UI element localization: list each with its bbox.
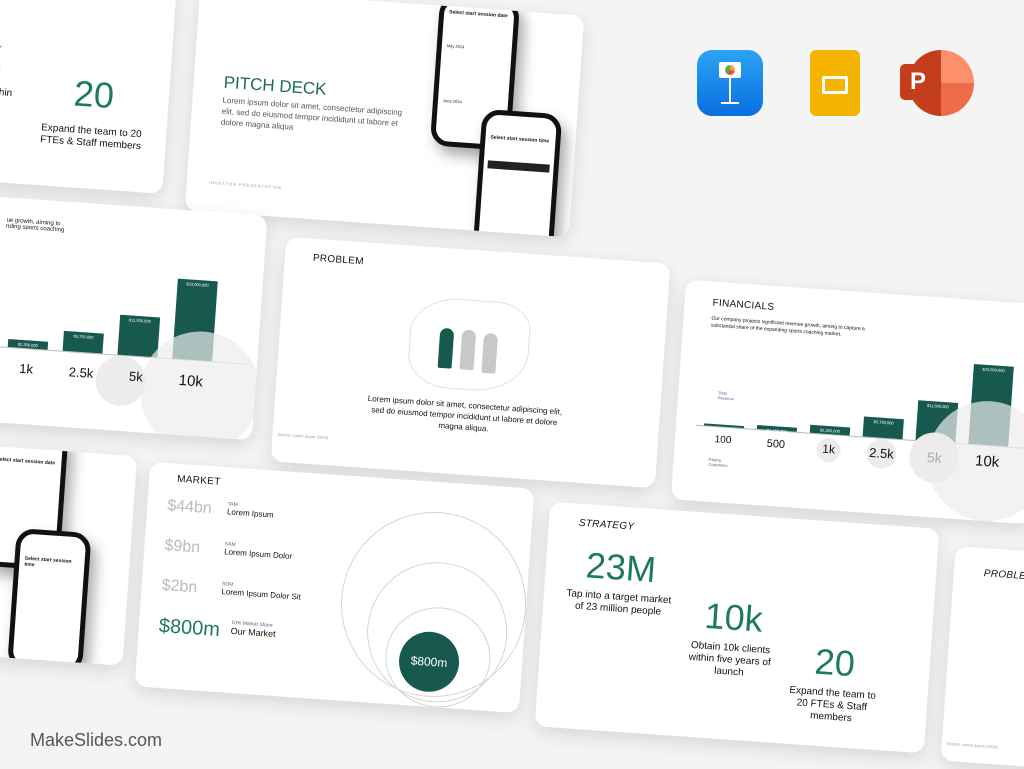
phone-mockup: Select start session time [7,527,92,666]
powerpoint-icon: P [900,50,974,116]
keynote-icon [697,50,763,116]
slide-financials: FINANCIALS Our company projects signific… [670,279,1024,525]
category-label: 500 [766,437,786,451]
person-icon [459,329,477,371]
slide-financials-partial: ue growth, aiming to nding sports coachi… [0,194,268,441]
slide-strategy: STRATEGY 23M Tap into a target market of… [534,501,940,754]
category-label: 2.5k [868,444,895,462]
slide-phone-partial: Select start session date Select start s… [0,444,138,666]
category-label: 10k [974,452,1000,471]
chart-bar: $2,300,000 [7,338,49,350]
chart-bar: $11,500,000 [117,314,161,358]
category-label: 100 [714,434,732,447]
slide-pitch-deck: PITCH DECK Lorem ipsum dolor sit amet, c… [184,0,585,238]
person-icon [481,332,499,374]
slide-strategy-partial: k s within nch 20 Expand the team to 20 … [0,0,178,194]
slide-market: MARKET $44bn TAM Lorem Ipsum $9bn SAM Lorem … [134,461,535,714]
person-icon [437,327,455,369]
chart-bar [703,423,745,429]
google-slides-icon [810,50,860,116]
phone-mockup: Select start session time [471,108,563,238]
chart-bar: $5,750,000 [862,416,904,440]
slide-problem-partial: PROBLEM Source: Lorem Ipsum (2024) [940,546,1024,769]
watermark: MakeSlides.com [30,730,163,750]
chart-bar: $5,750,000 [62,330,104,354]
chart-bar: $2,300,000 [809,424,851,436]
chart-bar: $1,150,000 [756,425,798,434]
category-label: 1k [821,441,836,457]
slide-problem: PROBLEM Lorem ipsum dolor sit amet, cons… [270,236,671,489]
